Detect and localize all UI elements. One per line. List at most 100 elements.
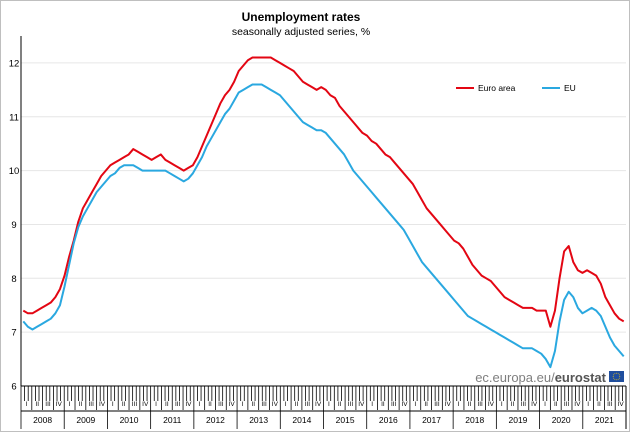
y-tick-label: 7 [11,328,16,339]
quarter-label: II [381,401,385,408]
year-label: 2012 [206,415,225,425]
flag-star [617,378,619,380]
series-line-eu [22,83,625,369]
year-label: 2008 [33,415,52,425]
y-tick-label: 11 [9,112,19,123]
y-tick-label: 8 [11,274,16,285]
quarter-label: I [458,401,460,408]
source-text: ec.europa.eu/eurostat [475,370,606,385]
source-credit: ec.europa.eu/eurostat [475,370,624,385]
flag-star [616,379,617,381]
quarter-label: I [414,401,416,408]
quarter-label: II [35,401,39,408]
quarter-label: III [564,401,570,408]
year-label: 2016 [379,415,398,425]
quarter-label: I [371,401,373,408]
quarter-label: IV [142,401,149,408]
year-label: 2015 [336,415,355,425]
flag-star [618,377,620,379]
quarter-label: I [544,401,546,408]
quarter-label: IV [229,401,236,408]
year-label: 2014 [292,415,311,425]
flag-star [612,376,614,377]
year-label: 2009 [76,415,95,425]
quarter-label: I [328,401,330,408]
quarter-label: III [45,401,51,408]
quarter-label: II [295,401,299,408]
eu-flag-stars-icon [612,372,621,381]
year-label: 2010 [120,415,139,425]
quarter-label: III [391,401,397,408]
year-label: 2017 [422,415,441,425]
quarter-label: III [218,401,224,408]
quarter-label: III [521,401,527,408]
quarter-label: III [434,401,440,408]
quarter-label: I [285,401,287,408]
quarter-label: II [468,401,472,408]
quarter-label: I [242,401,244,408]
quarter-label: IV [618,401,625,408]
quarter-label: IV [531,401,538,408]
quarter-label: I [155,401,157,408]
year-label: 2021 [595,415,614,425]
quarter-label: II [251,401,255,408]
quarter-label: II [424,401,428,408]
quarter-label: IV [315,401,322,408]
quarter-label: II [338,401,342,408]
quarter-label: I [25,401,27,408]
flag-star [619,376,621,377]
quarter-label: I [198,401,200,408]
source-brand: eurostat [555,370,607,385]
quarter-label: III [89,401,95,408]
quarter-label: I [112,401,114,408]
quarter-label: I [587,401,589,408]
source-url: ec.europa.eu/ [475,370,555,385]
series-lines [22,56,625,369]
flag-star [614,373,616,375]
quarter-label: IV [401,401,408,408]
y-axis: 6 7 8 9 10 11 12 [9,36,22,393]
quarter-label: II [208,401,212,408]
quarter-label: III [348,401,354,408]
quarter-label: IV [185,401,192,408]
flag-star [616,372,617,374]
y-tick-label: 6 [11,382,16,393]
quarter-label: II [122,401,126,408]
quarter-label: III [175,401,181,408]
y-tick-label: 10 [9,166,20,177]
flag-star [613,377,615,379]
quarter-label: II [511,401,515,408]
quarter-label: II [165,401,169,408]
gridlines [21,62,626,333]
quarter-label: III [261,401,267,408]
flag-star [618,374,620,376]
quarter-label: IV [358,401,365,408]
y-tick-label: 9 [11,220,16,231]
year-label: 2019 [509,415,528,425]
flag-star [613,374,615,376]
chart-title: Unemployment rates [242,10,361,24]
y-tick-label: 12 [9,58,20,69]
quarter-label: IV [99,401,106,408]
legend-label-euro-area: Euro area [478,83,516,93]
quarter-label: I [69,401,71,408]
flag-star [614,378,616,380]
series-line-euro-area [22,56,625,328]
quarter-label: III [477,401,483,408]
eu-flag-icon [609,371,624,382]
quarter-label: II [79,401,83,408]
flag-star [617,373,619,375]
quarter-label: I [501,401,503,408]
legend-label-eu: EU [564,83,576,93]
quarter-label: III [607,401,613,408]
year-label: 2011 [163,415,182,425]
year-label: 2018 [465,415,484,425]
year-label: 2020 [552,415,571,425]
quarter-label: IV [56,401,63,408]
legend: Euro area EU [456,83,576,93]
quarter-label: III [132,401,138,408]
year-label: 2013 [249,415,268,425]
